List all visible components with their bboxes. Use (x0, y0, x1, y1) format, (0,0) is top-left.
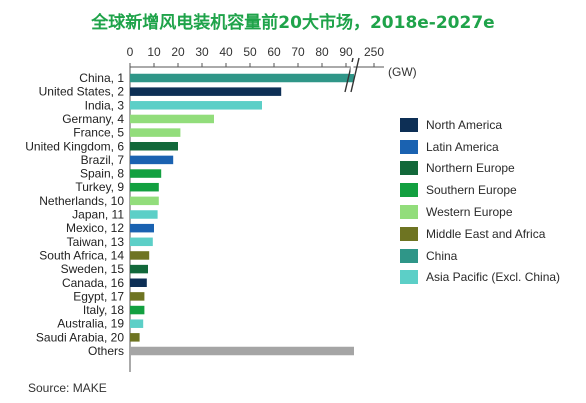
bar (130, 251, 150, 260)
axis-break-mark (350, 57, 360, 93)
legend-label: Western Europe (426, 205, 513, 220)
legend-swatch (400, 183, 418, 198)
legend-label: Southern Europe (426, 183, 517, 198)
legend-label: Middle East and Africa (426, 226, 546, 241)
x-tick-label: 50 (243, 45, 257, 59)
x-tick-label: 0 (127, 45, 134, 59)
legend-item: North America (400, 114, 560, 136)
bar (130, 101, 262, 110)
category-label: Taiwan, 13 (67, 235, 125, 249)
category-label: Netherlands, 10 (39, 194, 124, 208)
x-tick-label: 60 (267, 45, 281, 59)
bar (130, 142, 178, 151)
legend-label: Asia Pacific (Excl. China) (426, 270, 561, 285)
legend-item: Western Europe (400, 201, 560, 223)
legend-swatch (400, 270, 418, 285)
legend-swatch (400, 226, 418, 241)
chart-title: 全球新增风电装机容量前20大市场，2018e-2027e (91, 13, 495, 33)
legend-swatch (400, 139, 418, 154)
bar (130, 333, 140, 342)
bar (130, 292, 145, 301)
bar (130, 73, 354, 83)
bar (130, 169, 162, 178)
category-label: Japan, 11 (72, 208, 124, 222)
category-label: India, 3 (85, 98, 125, 112)
x-tick-label: 80 (315, 45, 329, 59)
legend-swatch (400, 161, 418, 176)
legend: North America Latin America Northern Europ… (400, 114, 560, 288)
bar (130, 278, 147, 287)
category-label: Brazil, 7 (81, 153, 125, 167)
bar (130, 155, 174, 165)
category-label: Germany, 4 (62, 112, 124, 126)
category-label: South Africa, 14 (39, 248, 124, 262)
category-label: Canada, 16 (62, 276, 124, 290)
legend-label: Latin America (426, 139, 499, 154)
category-label: United States, 2 (39, 85, 125, 99)
legend-item: Southern Europe (400, 179, 560, 201)
x-tick-label: 250 (364, 45, 384, 59)
x-tick-label: 30 (195, 45, 209, 59)
legend-item: Middle East and Africa (400, 223, 560, 245)
bar (130, 196, 159, 206)
legend-item: China (400, 245, 560, 267)
category-label: Mexico, 12 (66, 221, 124, 235)
category-label: Turkey, 9 (75, 180, 124, 194)
x-tick-label: 10 (147, 45, 161, 59)
legend-item: Asia Pacific (Excl. China) (400, 267, 560, 289)
category-label: Sweden, 15 (61, 262, 125, 276)
bar (130, 182, 159, 192)
bar (130, 237, 153, 247)
bar (130, 346, 354, 356)
bar (130, 210, 158, 219)
bar (130, 305, 145, 315)
legend-label: North America (426, 117, 503, 132)
legend-swatch (400, 205, 418, 220)
legend-label: China (426, 248, 458, 263)
bar (130, 319, 144, 328)
category-label: France, 5 (73, 126, 124, 140)
legend-swatch (400, 117, 418, 132)
source-note: Source: MAKE (28, 381, 107, 395)
category-label: United Kingdom, 6 (25, 139, 124, 153)
category-label: Egypt, 17 (73, 289, 124, 303)
category-label: Italy, 18 (83, 303, 124, 317)
axis-break-gap (350, 62, 354, 74)
legend-item: Latin America (400, 136, 560, 158)
bars (130, 73, 354, 356)
category-label: Saudi Arabia, 20 (36, 330, 124, 344)
unit-label: (GW) (388, 65, 417, 79)
legend-item: Northern Europe (400, 158, 560, 180)
bar (130, 114, 214, 124)
bar (130, 223, 154, 233)
x-axis-ticks: 0 10 20 30 40 50 60 70 80 90 250 (127, 45, 385, 59)
category-label: Others (88, 344, 124, 358)
x-tick-label: 20 (171, 45, 185, 59)
bar (130, 87, 282, 96)
x-tick-label: 40 (219, 45, 233, 59)
legend-swatch (400, 248, 418, 263)
x-tick-label: 90 (339, 45, 353, 59)
axis-break (344, 57, 360, 93)
bar (130, 128, 181, 137)
bar (130, 264, 148, 274)
x-tick-label: 70 (291, 45, 305, 59)
legend-label: Northern Europe (426, 161, 515, 176)
category-label: Spain, 8 (80, 167, 124, 181)
category-label: Australia, 19 (57, 317, 124, 331)
category-label: China, 1 (79, 71, 124, 85)
